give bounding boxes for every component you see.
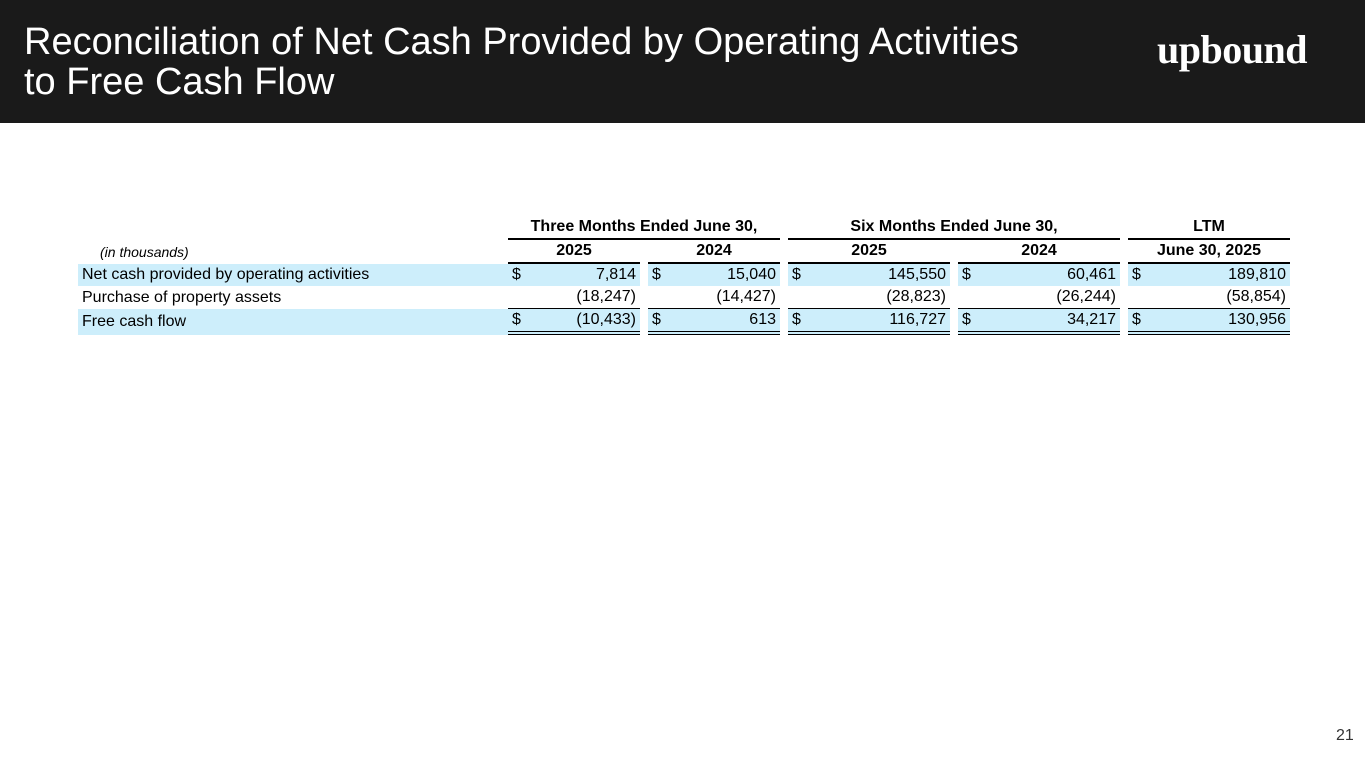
currency-symbol: $ bbox=[648, 264, 670, 286]
cell-value: (26,244) bbox=[980, 286, 1120, 309]
group-header-six-months: Six Months Ended June 30, bbox=[788, 216, 1120, 240]
currency-symbol: $ bbox=[788, 264, 810, 286]
column-header: 2024 bbox=[648, 240, 780, 264]
currency-symbol: $ bbox=[958, 264, 980, 286]
column-header: 2025 bbox=[788, 240, 950, 264]
currency-symbol: $ bbox=[958, 309, 980, 335]
cell-value: (58,854) bbox=[1150, 286, 1290, 309]
column-header: 2024 bbox=[958, 240, 1120, 264]
currency-symbol: $ bbox=[508, 309, 530, 335]
cell-value: 130,956 bbox=[1150, 309, 1290, 335]
upbound-logo: upbound bbox=[1157, 27, 1307, 72]
cell-value: 613 bbox=[670, 309, 780, 335]
table-row: Free cash flow $ (10,433) $ 613 $ 116,72… bbox=[78, 309, 1290, 335]
row-label: Net cash provided by operating activitie… bbox=[78, 264, 504, 286]
table-row: Purchase of property assets (18,247) (14… bbox=[78, 286, 1290, 309]
currency-symbol: $ bbox=[1128, 309, 1150, 335]
currency-symbol: $ bbox=[508, 264, 530, 286]
currency-symbol bbox=[648, 286, 670, 309]
row-label: Purchase of property assets bbox=[82, 288, 282, 306]
currency-symbol bbox=[508, 286, 530, 309]
page-title: Reconciliation of Net Cash Provided by O… bbox=[24, 22, 1019, 102]
slide-header: Reconciliation of Net Cash Provided by O… bbox=[0, 0, 1365, 123]
units-label: (in thousands) bbox=[100, 244, 189, 260]
cell-value: 7,814 bbox=[530, 264, 640, 286]
currency-symbol: $ bbox=[1128, 264, 1150, 286]
title-line-1: Reconciliation of Net Cash Provided by O… bbox=[24, 21, 1019, 63]
cell-value: 145,550 bbox=[810, 264, 950, 286]
currency-symbol bbox=[788, 286, 810, 309]
cell-value: 60,461 bbox=[980, 264, 1120, 286]
table-row: Net cash provided by operating activitie… bbox=[78, 264, 1290, 286]
cell-value: 15,040 bbox=[670, 264, 780, 286]
column-header: June 30, 2025 bbox=[1128, 240, 1290, 264]
cell-value: 116,727 bbox=[810, 309, 950, 335]
group-header-ltm: LTM bbox=[1128, 216, 1290, 240]
currency-symbol: $ bbox=[788, 309, 810, 335]
cell-value: 34,217 bbox=[980, 309, 1120, 335]
cell-value: (10,433) bbox=[530, 309, 640, 335]
cell-value: (14,427) bbox=[670, 286, 780, 309]
group-header-row: Three Months Ended June 30, Six Months E… bbox=[78, 216, 1290, 240]
cell-value: 189,810 bbox=[1150, 264, 1290, 286]
cell-value: (28,823) bbox=[810, 286, 950, 309]
cell-value: (18,247) bbox=[530, 286, 640, 309]
group-header-three-months: Three Months Ended June 30, bbox=[508, 216, 780, 240]
column-header: 2025 bbox=[508, 240, 640, 264]
cash-flow-reconciliation-table: Three Months Ended June 30, Six Months E… bbox=[78, 216, 1290, 335]
currency-symbol: $ bbox=[648, 309, 670, 335]
row-label: Free cash flow bbox=[78, 309, 504, 335]
title-line-2: to Free Cash Flow bbox=[24, 61, 335, 103]
currency-symbol bbox=[1128, 286, 1150, 309]
currency-symbol bbox=[958, 286, 980, 309]
column-header-row: (in thousands) 2025 2024 2025 2024 June … bbox=[78, 240, 1290, 264]
page-number: 21 bbox=[1336, 727, 1354, 744]
